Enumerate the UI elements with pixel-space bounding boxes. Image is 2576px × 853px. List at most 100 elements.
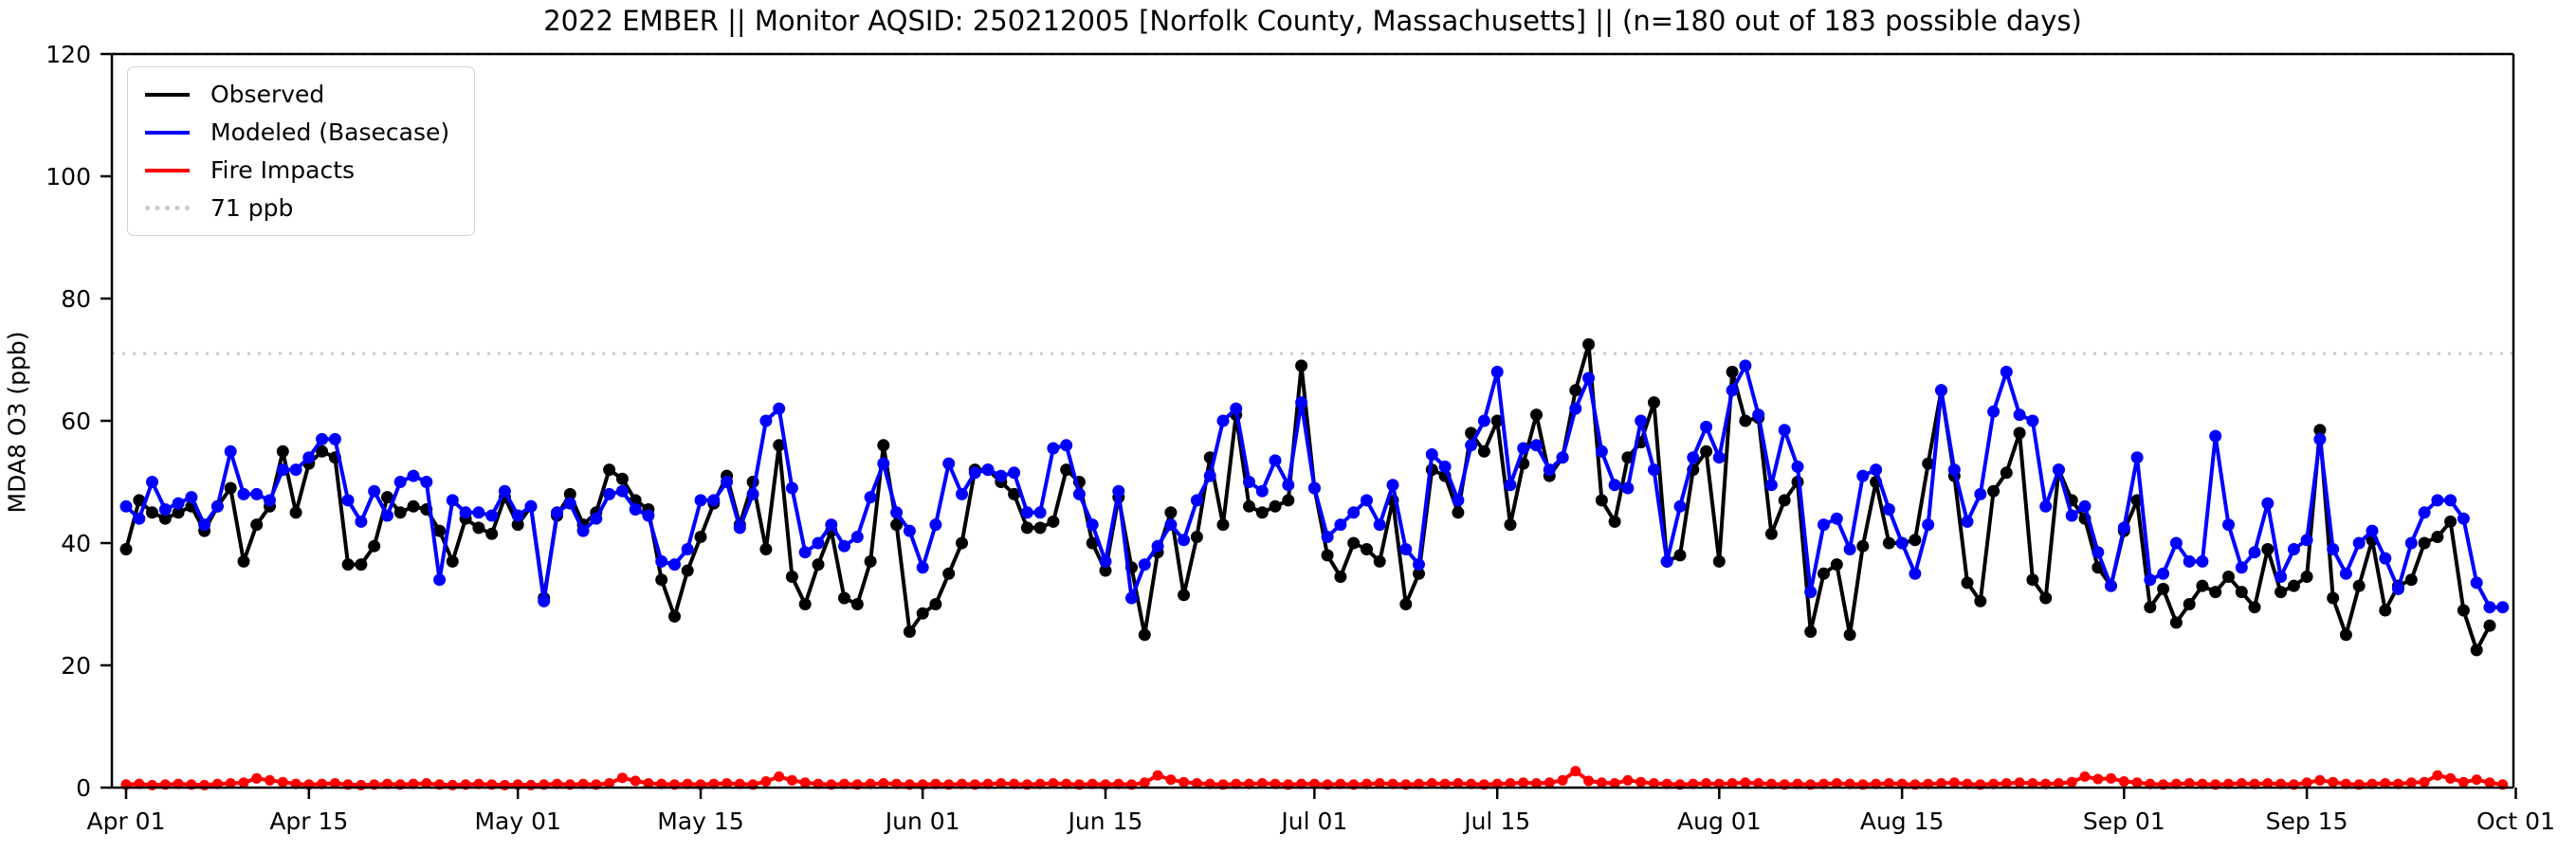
series-modeled-basecase-point bbox=[2169, 536, 2183, 550]
series-fire-impacts-point bbox=[1048, 778, 1059, 789]
series-fire-impacts-point bbox=[329, 778, 340, 789]
series-modeled-basecase-point bbox=[1465, 439, 1478, 452]
series-observed-point bbox=[381, 491, 393, 504]
series-modeled-basecase-point bbox=[1373, 518, 1386, 532]
series-modeled-basecase-point bbox=[237, 487, 250, 500]
series-observed-point bbox=[2483, 619, 2496, 632]
legend-swatch-icon bbox=[145, 168, 190, 172]
series-modeled-basecase-point bbox=[1060, 439, 1073, 452]
series-modeled-basecase-point bbox=[1712, 451, 1726, 464]
series-observed-point bbox=[407, 499, 420, 513]
series-modeled-basecase-point bbox=[276, 463, 289, 477]
legend-swatch-icon bbox=[145, 206, 190, 210]
series-modeled-basecase-point bbox=[1490, 365, 1504, 378]
series-observed-point bbox=[2013, 426, 2026, 440]
series-observed-point bbox=[1399, 598, 1413, 610]
series-modeled-basecase-point bbox=[1726, 384, 1739, 397]
series-fire-impacts-point bbox=[1635, 776, 1647, 788]
series-modeled-basecase-point bbox=[1386, 479, 1399, 492]
series-observed-point bbox=[916, 607, 929, 620]
series-fire-impacts-point bbox=[2314, 774, 2326, 786]
series-observed-point bbox=[2379, 604, 2392, 617]
series-fire-impacts-point bbox=[996, 778, 1007, 789]
series-observed-point bbox=[2470, 644, 2483, 657]
series-modeled-basecase-point bbox=[498, 484, 511, 498]
series-observed-point bbox=[1582, 337, 1596, 351]
series-fire-impacts-point bbox=[2457, 776, 2469, 788]
series-fire-impacts-point bbox=[1609, 778, 1620, 789]
series-observed-point bbox=[2300, 571, 2313, 583]
series-modeled-basecase-point bbox=[694, 494, 707, 507]
series-observed-point bbox=[838, 591, 850, 605]
series-observed-point bbox=[1321, 549, 1334, 562]
series-fire-impacts-point bbox=[1256, 778, 1268, 789]
series-fire-impacts-point bbox=[2183, 778, 2195, 789]
series-fire-impacts-point bbox=[2066, 776, 2077, 788]
series-observed-point bbox=[250, 518, 264, 532]
series-observed-point bbox=[276, 445, 289, 458]
series-observed-point bbox=[2000, 466, 2013, 480]
series-modeled-basecase-point bbox=[1517, 442, 1530, 455]
series-modeled-basecase-point bbox=[1361, 494, 1373, 507]
series-modeled-basecase-point bbox=[1504, 479, 1517, 492]
series-fire-impacts-point bbox=[1936, 778, 1946, 789]
series-fire-impacts-point bbox=[1883, 778, 1894, 789]
series-modeled-basecase-point bbox=[721, 476, 734, 488]
series-fire-impacts-point bbox=[2301, 777, 2312, 789]
series-observed-point bbox=[1712, 554, 1726, 568]
series-observed-point bbox=[224, 481, 237, 495]
series-modeled-basecase-point bbox=[459, 506, 472, 519]
series-modeled-basecase-point bbox=[1216, 414, 1230, 427]
series-modeled-basecase-point bbox=[2248, 546, 2261, 559]
x-tick-label: Aug 01 bbox=[1677, 808, 1762, 835]
series-modeled-basecase-point bbox=[2300, 534, 2313, 547]
series-modeled-basecase-point bbox=[2157, 567, 2170, 580]
series-modeled-basecase-point bbox=[942, 457, 956, 470]
legend-item-observed: Observed bbox=[145, 79, 449, 110]
series-fire-impacts-point bbox=[1531, 778, 1542, 789]
series-observed-point bbox=[615, 472, 629, 485]
series-observed-point bbox=[603, 463, 616, 477]
series-modeled-basecase-point bbox=[798, 546, 812, 559]
series-observed-point bbox=[1190, 531, 1203, 543]
series-modeled-basecase-point bbox=[355, 515, 368, 528]
series-modeled-basecase-point bbox=[864, 491, 877, 504]
series-observed-point bbox=[1164, 506, 1178, 519]
series-observed-point bbox=[903, 626, 916, 638]
series-observed-point bbox=[1961, 576, 1974, 590]
series-modeled-basecase-point bbox=[2483, 601, 2496, 614]
series-modeled-basecase-point bbox=[2313, 432, 2327, 445]
series-observed-point bbox=[1008, 487, 1021, 500]
series-fire-impacts-point bbox=[1452, 778, 1464, 789]
series-observed-point bbox=[694, 531, 707, 543]
series-fire-impacts-point bbox=[1544, 777, 1555, 789]
series-modeled-basecase-point bbox=[850, 531, 864, 543]
series-observed-point bbox=[1764, 527, 1778, 540]
series-modeled-basecase-point bbox=[1190, 494, 1203, 507]
series-modeled-basecase-point bbox=[264, 494, 276, 507]
series-observed-point bbox=[1504, 518, 1517, 532]
chart-title: 2022 EMBER || Monitor AQSID: 250212005 [… bbox=[543, 5, 2082, 37]
series-observed-point bbox=[172, 506, 185, 519]
x-tick-label: May 15 bbox=[657, 808, 743, 835]
series-modeled-basecase-point bbox=[2366, 524, 2379, 537]
series-observed-point bbox=[773, 439, 786, 452]
series-modeled-basecase-point bbox=[119, 499, 133, 513]
series-observed-point bbox=[2026, 573, 2039, 587]
y-tick-label: 60 bbox=[61, 408, 91, 435]
series-observed-point bbox=[563, 487, 576, 500]
series-observed-point bbox=[1974, 594, 1987, 608]
series-fire-impacts-point bbox=[421, 778, 432, 789]
series-modeled-basecase-point bbox=[2196, 554, 2209, 568]
series-modeled-basecase-point bbox=[1870, 463, 1883, 477]
series-fire-impacts-point bbox=[630, 775, 641, 787]
series-observed-point bbox=[1047, 515, 1060, 528]
series-fire-impacts-point bbox=[2236, 778, 2247, 789]
series-observed-point bbox=[1020, 521, 1033, 535]
series-modeled-basecase-point bbox=[1203, 469, 1216, 482]
series-fire-impacts-point bbox=[1701, 778, 1712, 789]
series-observed-point bbox=[1987, 484, 2001, 498]
series-observed-point bbox=[929, 598, 942, 610]
series-observed-point bbox=[2235, 586, 2248, 599]
series-modeled-basecase-point bbox=[446, 494, 459, 507]
